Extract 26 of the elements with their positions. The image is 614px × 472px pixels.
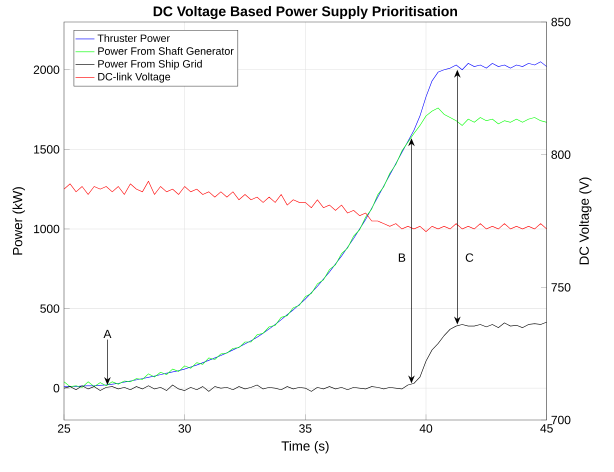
- x-tick-label: 25: [58, 424, 70, 433]
- legend-label: Power From Shaft Generator: [98, 47, 234, 55]
- chart-title: DC Voltage Based Power Supply Prioritisation: [154, 6, 457, 20]
- y-axis-title: Power (kW): [12, 187, 25, 255]
- annotation: C: [466, 253, 474, 262]
- annotation: A: [103, 330, 112, 338]
- y2-axis-title: DC Voltage (V): [579, 178, 592, 264]
- x-tick-label: 35: [299, 424, 312, 433]
- x-tick-label: 40: [420, 424, 432, 433]
- legend-label: Power From Ship Grid: [98, 60, 202, 70]
- y2-tick-label: 850: [551, 18, 570, 26]
- x-tick-label: 45: [540, 424, 553, 433]
- y-tick-label: 500: [40, 304, 60, 313]
- x-tick-label: 30: [178, 424, 191, 433]
- line-series: [64, 180, 547, 232]
- legend-label: Thruster Power: [98, 34, 170, 42]
- y-tick-label: 1000: [34, 224, 60, 234]
- y2-tick-label: 700: [552, 416, 570, 424]
- legend-label: DC-link Voltage: [98, 72, 170, 83]
- y-tick-label: 1500: [34, 145, 60, 154]
- y2-tick-label: 800: [551, 150, 570, 159]
- y2-tick-label: 750: [552, 283, 570, 292]
- y-tick-label: 0: [54, 384, 60, 392]
- y-tick-label: 2000: [34, 66, 60, 74]
- annotation: B: [398, 253, 406, 262]
- x-axis-title: Time (s): [282, 440, 329, 454]
